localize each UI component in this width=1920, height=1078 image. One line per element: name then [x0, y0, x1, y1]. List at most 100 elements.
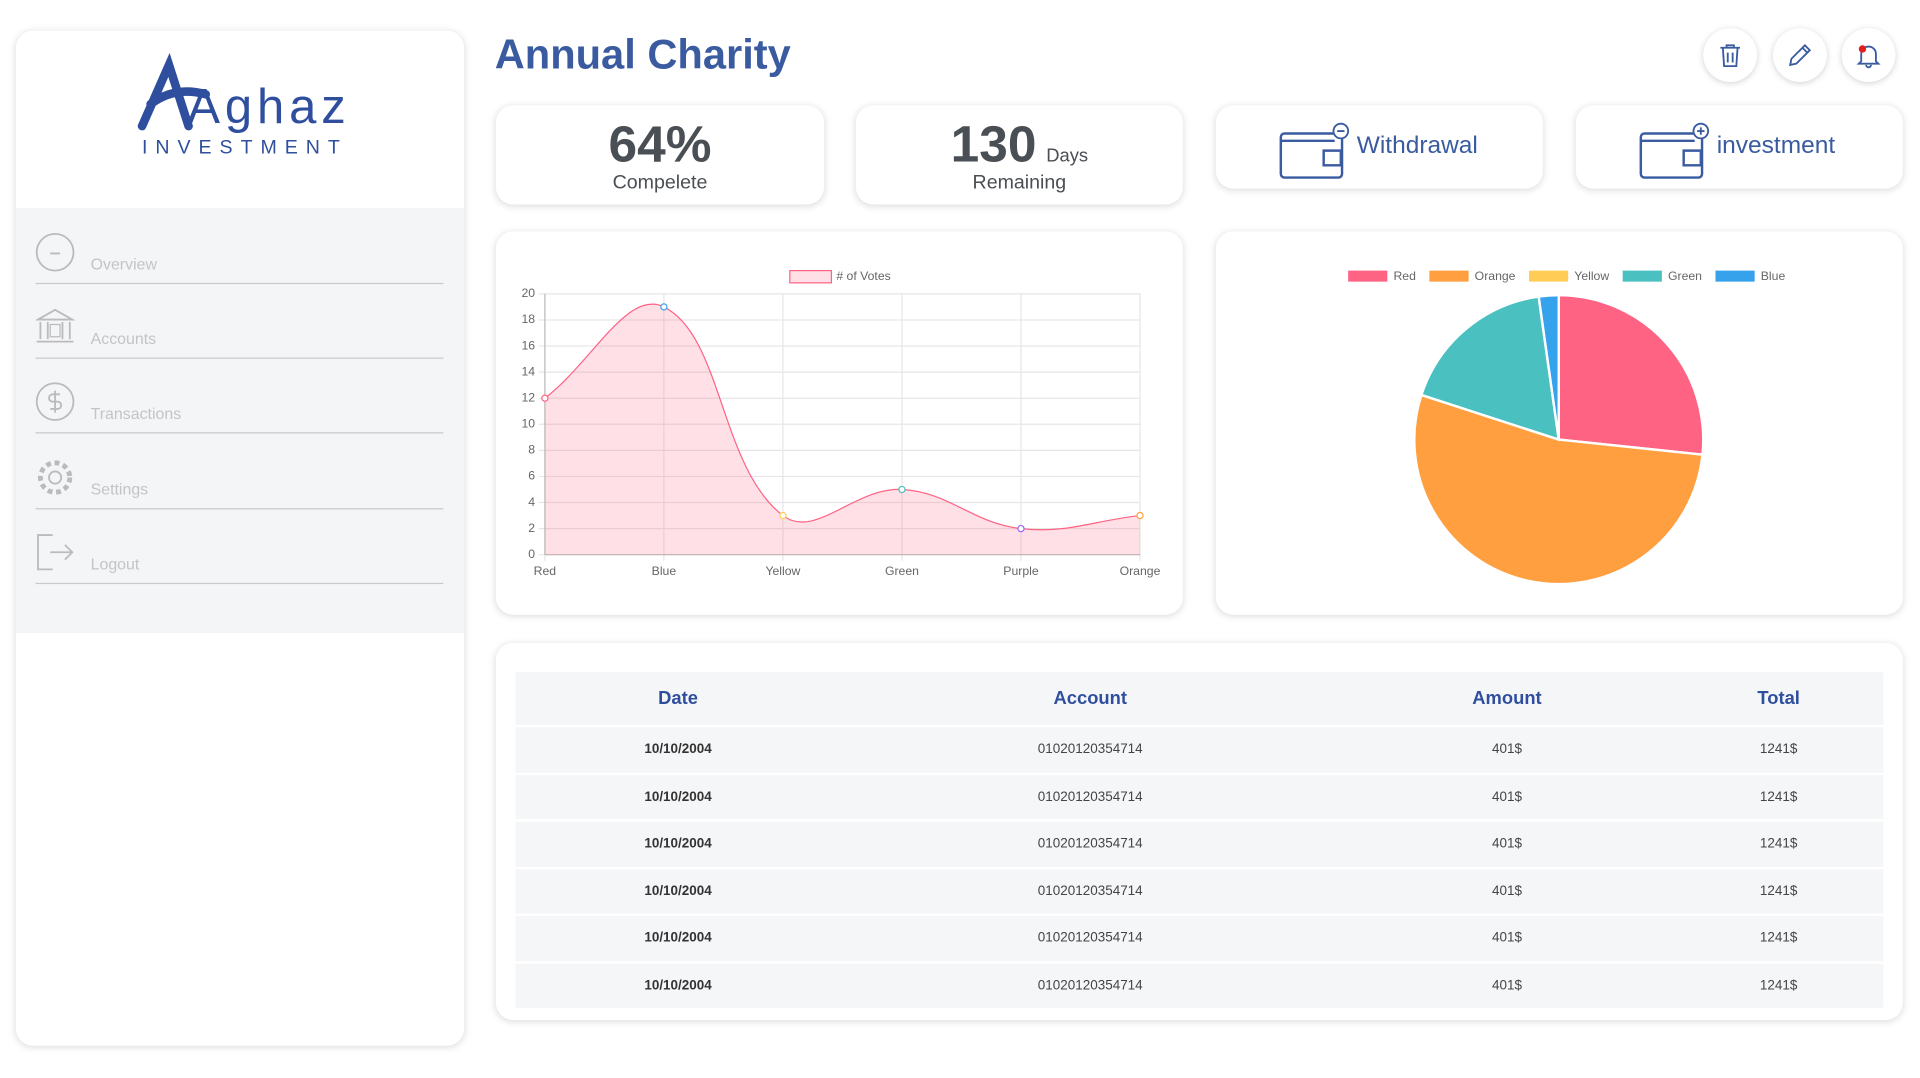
- legend-label: Red: [1393, 269, 1416, 283]
- page-title: Annual Charity: [494, 31, 791, 79]
- legend-swatch: [1622, 270, 1662, 282]
- table-cell: 10/10/2004: [515, 820, 841, 869]
- column-header: Total: [1674, 672, 1884, 728]
- x-tick-label: Orange: [1120, 564, 1161, 578]
- menu-label: Overview: [90, 254, 157, 274]
- x-tick-label: Yellow: [765, 564, 800, 578]
- action-label: Withdrawal: [1356, 132, 1478, 160]
- legend-label: Green: [1668, 269, 1702, 283]
- table-row: 10/10/2004 01020120354714 401$ 1241$: [515, 961, 1884, 1011]
- wallet-plus-icon: [1639, 122, 1710, 179]
- table-cell: 401$: [1339, 773, 1675, 822]
- withdrawal-button[interactable]: Withdrawal: [1215, 105, 1543, 189]
- menu-icon: [37, 459, 73, 495]
- table-row: 10/10/2004 01020120354714 401$ 1241$: [515, 820, 1884, 869]
- edit-button[interactable]: [1773, 28, 1827, 83]
- header-row: Date Account Amount Total: [515, 672, 1884, 728]
- y-tick-label: 8: [528, 443, 535, 457]
- stat-card: 64% Compelete: [495, 105, 825, 205]
- pie-slice: [1537, 293, 1561, 440]
- table-cell: 10/10/2004: [515, 726, 841, 775]
- menu-icon: [37, 533, 74, 571]
- table-row: 10/10/2004 01020120354714 401$ 1241$: [515, 914, 1884, 964]
- menu-item[interactable]: Settings: [35, 433, 444, 509]
- table-cell: 1241$: [1674, 914, 1884, 964]
- legend-swatch: [1715, 270, 1755, 282]
- y-tick-label: 6: [528, 469, 535, 483]
- menu-label: Accounts: [90, 329, 157, 348]
- legend-label: Orange: [1475, 269, 1516, 283]
- menu-label: Logout: [90, 554, 140, 573]
- y-tick-label: 12: [521, 390, 535, 404]
- notification-button[interactable]: [1841, 28, 1896, 83]
- x-tick-label: Red: [534, 564, 557, 578]
- menu-label: Settings: [90, 479, 149, 498]
- table-cell: 1241$: [1674, 773, 1884, 822]
- menu-item[interactable]: Accounts: [35, 283, 444, 360]
- menu-icon: [35, 232, 75, 272]
- point: [541, 394, 549, 402]
- column-header: Date: [515, 672, 841, 728]
- point: [660, 303, 668, 311]
- menu: Overview Accounts Transactions Settings Logo…: [15, 208, 465, 634]
- table-cell: 01020120354714: [840, 726, 1340, 775]
- action-label: investment: [1716, 132, 1836, 160]
- legend-label: Yellow: [1574, 269, 1609, 283]
- pie-chart: Red Orange Yellow Green Blue: [1348, 269, 1786, 586]
- pie-chart-card: Red Orange Yellow Green Blue: [1215, 231, 1903, 615]
- line-area: [544, 304, 1141, 555]
- table-cell: 01020120354714: [840, 961, 1340, 1011]
- column-header: Account: [840, 672, 1340, 728]
- legend-swatch: [1429, 270, 1469, 282]
- line-chart: 0 2 4 6 8 10 12 14 16 18 20 Red Blue Yellow Green Purpl…: [521, 269, 1161, 578]
- table-cell: 10/10/2004: [515, 773, 841, 822]
- table-cell: 401$: [1339, 914, 1675, 964]
- point: [898, 485, 906, 494]
- table-cell: 10/10/2004: [515, 914, 841, 964]
- x-tick-label: Purple: [1003, 564, 1039, 578]
- pie-slice: [1557, 293, 1705, 457]
- table-cell: 01020120354714: [840, 820, 1340, 869]
- stat-label: Compelete: [612, 172, 708, 194]
- table-cell: 401$: [1339, 961, 1675, 1011]
- investment-button[interactable]: investment: [1575, 105, 1903, 189]
- transactions-table: Date Account Amount Total 10/10/2004 01020120…: [515, 672, 1884, 1011]
- table-row: 10/10/2004 01020120354714 401$ 1241$: [515, 867, 1884, 916]
- y-tick-label: 10: [521, 417, 535, 431]
- table-card: Date Account Amount Total 10/10/2004 01020120…: [495, 642, 1903, 1021]
- menu-icon: [35, 382, 75, 422]
- x-tick-label: Green: [885, 564, 919, 578]
- legend-swatch: [1528, 270, 1569, 282]
- brand: Aghaz: [187, 80, 350, 134]
- menu-icon: [35, 308, 76, 343]
- pencil-icon: [1789, 44, 1812, 67]
- legend-swatch: [1348, 270, 1388, 282]
- delete-button[interactable]: [1703, 28, 1758, 83]
- table-cell: 401$: [1339, 726, 1675, 775]
- legend-label: Blue: [1761, 269, 1786, 283]
- stat-value: 64%: [608, 115, 712, 173]
- menu-label: Transactions: [90, 404, 182, 423]
- y-tick-label: 20: [521, 286, 535, 300]
- point: [1017, 524, 1025, 533]
- menu-item[interactable]: Logout: [35, 508, 444, 584]
- table-cell: 401$: [1339, 820, 1675, 869]
- stat-unit: Days: [1046, 145, 1089, 167]
- logo: Aghaz INVESTMENT: [137, 52, 350, 158]
- pie-slice: [1413, 393, 1704, 586]
- x-tick-label: Blue: [652, 564, 677, 578]
- point: [1136, 511, 1144, 520]
- y-tick-label: 14: [521, 364, 535, 378]
- y-tick-label: 2: [528, 521, 535, 535]
- point: [779, 511, 787, 520]
- sidebar: Aghaz INVESTMENT Overview Accounts Transac…: [15, 30, 465, 1046]
- table-cell: 01020120354714: [840, 773, 1340, 822]
- menu-item[interactable]: Overview: [35, 208, 444, 285]
- table-cell: 1241$: [1674, 961, 1884, 1011]
- table-row: 10/10/2004 01020120354714 401$ 1241$: [515, 773, 1884, 822]
- menu-item[interactable]: Transactions: [35, 358, 444, 434]
- y-tick-label: 0: [528, 547, 535, 561]
- trash-icon: [1720, 44, 1741, 68]
